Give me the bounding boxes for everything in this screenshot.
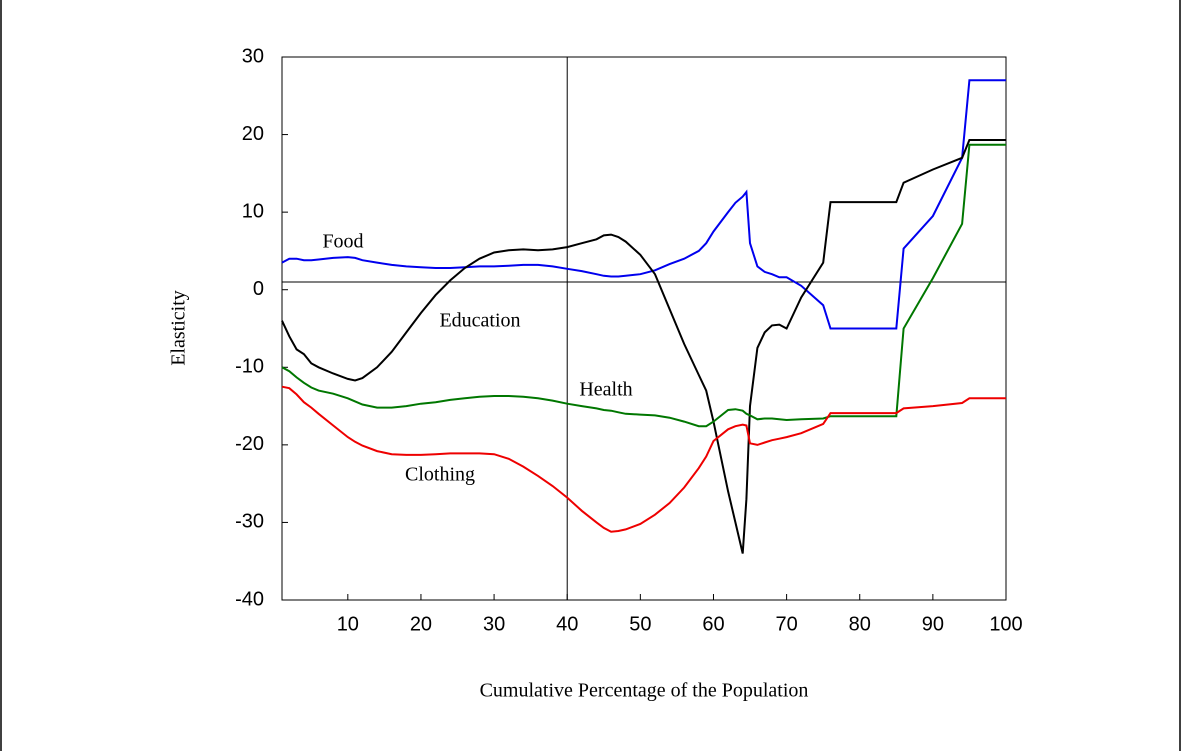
series-line xyxy=(281,79,1006,330)
x-tick-label: 100 xyxy=(989,613,1022,635)
series-line xyxy=(281,139,1006,554)
x-tick-label: 10 xyxy=(337,613,359,635)
series-line xyxy=(281,143,1006,428)
series-label: Health xyxy=(579,379,632,401)
x-tick-label: 50 xyxy=(629,613,651,635)
y-tick-label: 20 xyxy=(242,123,264,145)
y-tick-label: -30 xyxy=(235,511,264,533)
plot-area xyxy=(281,56,1007,601)
series-label: Education xyxy=(439,310,520,332)
x-axis-label: Cumulative Percentage of the Population xyxy=(480,680,809,702)
x-tick-label: 30 xyxy=(483,613,505,635)
y-axis-label: Elasticity xyxy=(168,290,190,366)
x-tick-label: 40 xyxy=(556,613,578,635)
x-tick-label: 80 xyxy=(849,613,871,635)
y-tick-label: 0 xyxy=(253,278,264,300)
y-tick-label: -10 xyxy=(235,356,264,378)
x-tick-label: 90 xyxy=(922,613,944,635)
y-tick-label: -40 xyxy=(235,588,264,610)
y-tick-label: 10 xyxy=(242,200,264,222)
y-tick-label: -20 xyxy=(235,433,264,455)
series-label: Food xyxy=(322,231,363,253)
x-tick-label: 70 xyxy=(775,613,797,635)
series-line xyxy=(281,385,1006,533)
series-label: Clothing xyxy=(405,464,475,486)
x-tick-label: 20 xyxy=(410,613,432,635)
x-tick-label: 60 xyxy=(702,613,724,635)
y-tick-label: 30 xyxy=(242,45,264,67)
